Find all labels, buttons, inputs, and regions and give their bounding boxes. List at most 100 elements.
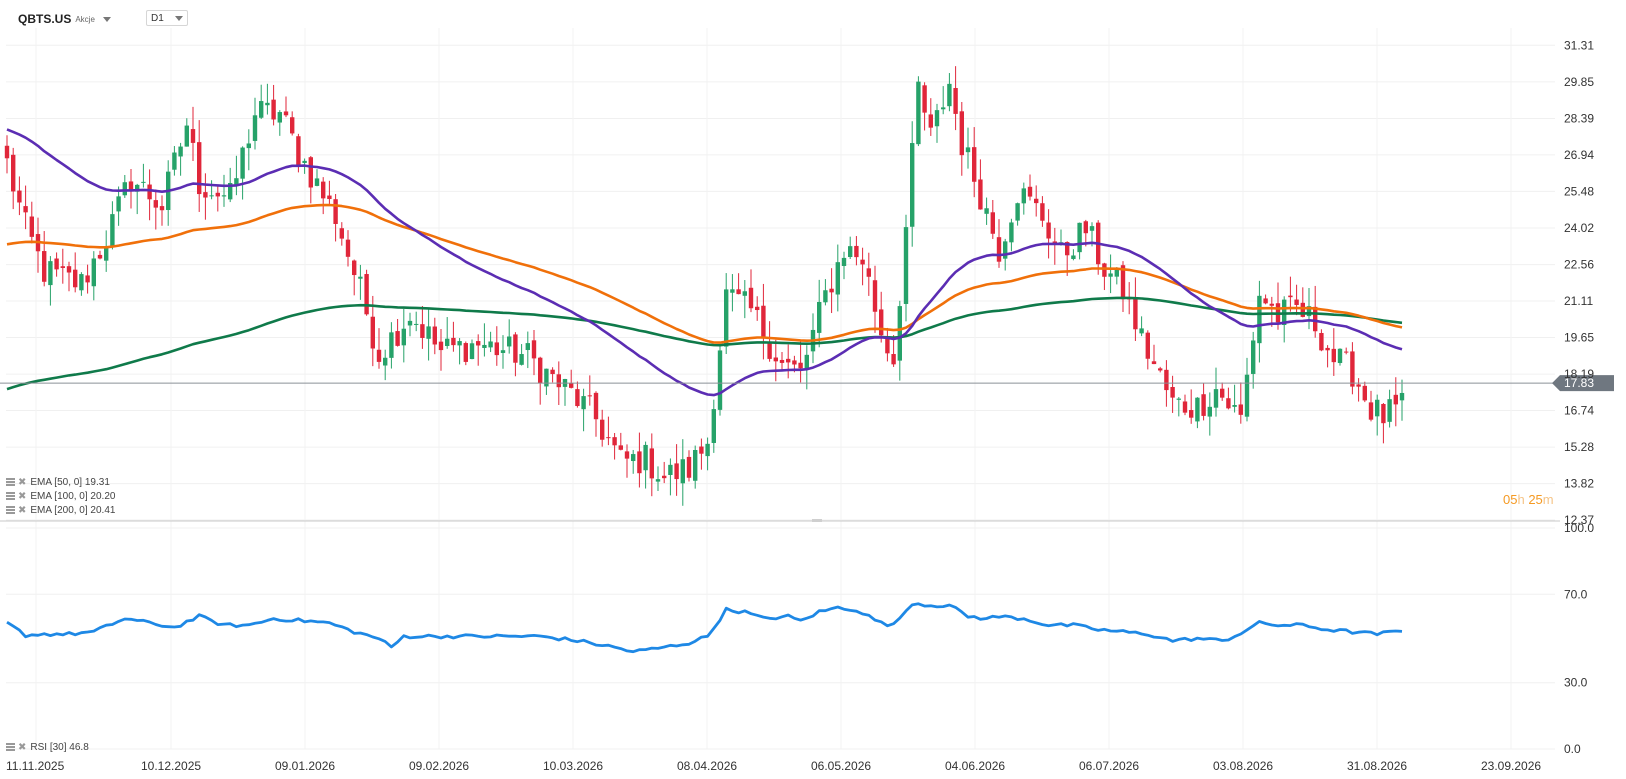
candle (463, 341, 468, 366)
candle-body (1052, 241, 1057, 244)
rsi-line (6, 602, 1403, 654)
settings-icon[interactable] (6, 506, 15, 514)
candle-body (54, 258, 59, 270)
candle-body (600, 419, 605, 440)
legend-ema200[interactable]: ✖ EMA [200, 0] 20.41 (6, 504, 115, 516)
candle (525, 331, 530, 369)
candle-body (1350, 351, 1355, 387)
candle (1077, 222, 1082, 260)
candle-body (928, 114, 933, 128)
legend-ema50[interactable]: ✖ EMA [50, 0] 19.31 (6, 476, 110, 488)
candle-body (767, 342, 772, 359)
rsi-tick-label: 30.0 (1564, 676, 1588, 690)
candle (835, 244, 840, 312)
candle-body (823, 290, 828, 303)
settings-icon[interactable] (6, 743, 15, 751)
candle-body (655, 479, 661, 482)
candle-body (110, 214, 115, 247)
legend-rsi[interactable]: ✖ RSI [30] 46.8 (6, 741, 89, 753)
candle-body (569, 383, 574, 388)
candle-body (556, 374, 561, 388)
candle (1393, 377, 1398, 427)
price-tick-label: 19.65 (1564, 331, 1594, 345)
instrument-type-label: Akcje (75, 14, 95, 24)
candle-body (482, 344, 487, 348)
candle-body (1003, 241, 1008, 259)
candle-body (1325, 347, 1330, 351)
price-tick-label: 21.11 (1564, 294, 1593, 308)
candle (252, 97, 258, 150)
close-icon[interactable]: ✖ (18, 741, 27, 753)
candle-body (172, 152, 177, 170)
candle (1282, 296, 1287, 343)
candle (265, 83, 270, 115)
candle-body (674, 463, 679, 480)
candle-body (730, 289, 735, 293)
candle-body (302, 160, 307, 163)
candle (1170, 375, 1175, 413)
candle-body (835, 262, 840, 295)
timeframe-select[interactable]: D1 (146, 10, 188, 26)
candle (17, 176, 22, 216)
candle (246, 129, 251, 171)
rsi-tick-label: 0.0 (1564, 742, 1581, 756)
candle-body (48, 261, 53, 286)
candle (321, 177, 326, 215)
candle (54, 252, 59, 277)
candle (122, 175, 127, 198)
candle-body (519, 354, 524, 365)
candle (1399, 379, 1405, 421)
candle-body (141, 181, 146, 183)
legend-ema100[interactable]: ✖ EMA [100, 0] 20.20 (6, 490, 115, 502)
candle (1375, 394, 1380, 436)
candle (389, 322, 394, 369)
candle-body (488, 341, 493, 348)
candle-body (23, 206, 28, 213)
candle (1189, 389, 1194, 424)
candle (407, 312, 413, 337)
candle-body (395, 331, 400, 346)
candle (1368, 390, 1374, 422)
candle (184, 118, 189, 147)
close-icon[interactable]: ✖ (18, 476, 27, 488)
candle (333, 193, 338, 242)
close-icon[interactable]: ✖ (18, 490, 27, 502)
candle-body (1288, 295, 1293, 298)
candle (23, 185, 28, 230)
legend-ema200-label: EMA [200, 0] 20.41 (30, 504, 116, 516)
symbol-selector[interactable]: QBTS.US Akcje (18, 10, 111, 28)
candle (550, 367, 555, 383)
close-icon[interactable]: ✖ (18, 504, 27, 516)
candle (1096, 220, 1101, 275)
candle-body (116, 196, 121, 212)
candle (327, 180, 332, 204)
settings-icon[interactable] (6, 478, 15, 486)
candle (73, 252, 78, 293)
candle (221, 174, 227, 207)
candle (395, 318, 400, 347)
candle-body (85, 275, 90, 283)
candle-body (916, 81, 921, 145)
settings-icon[interactable] (6, 492, 15, 500)
candle-body (1071, 255, 1076, 259)
candle-body (1319, 332, 1324, 351)
candle-body (1164, 369, 1169, 391)
price-tick-label: 22.56 (1564, 258, 1594, 272)
candle-body (903, 227, 909, 304)
candle-body (860, 259, 865, 265)
candle (910, 121, 915, 247)
candle (438, 329, 444, 371)
candle-body (1046, 222, 1051, 239)
candle (1071, 249, 1076, 261)
pane-resize-handle (812, 519, 822, 522)
candle-body (73, 269, 78, 288)
candle (544, 368, 549, 395)
candle (420, 306, 425, 349)
candle-body (4, 145, 10, 159)
candle-body (314, 178, 320, 186)
candle (1083, 219, 1088, 247)
candle (804, 345, 809, 390)
candle (1269, 296, 1274, 327)
candle-body (60, 266, 65, 268)
